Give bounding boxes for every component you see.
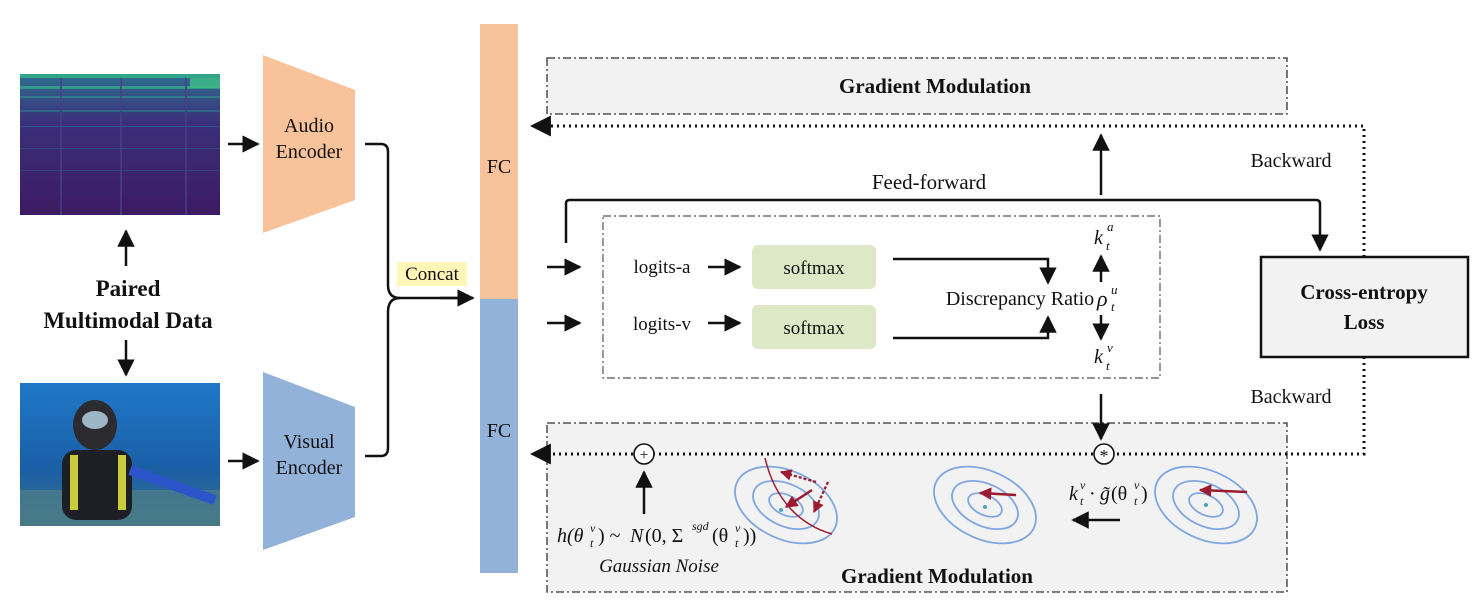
fc-audio-label: FC <box>487 156 511 178</box>
svg-text:)): )) <box>743 525 756 547</box>
logits-a-label: logits-a <box>634 257 692 278</box>
paired-data-title-line2: Multimodal Data <box>43 308 213 333</box>
svg-text:(0, Σ: (0, Σ <box>645 525 683 547</box>
svg-text:N: N <box>629 525 645 547</box>
paired-data-title-line1: Paired <box>96 276 161 301</box>
softmax-box-a <box>752 245 876 289</box>
backward-path-bottom-right <box>1116 357 1366 456</box>
audio-encoder-shape <box>263 55 355 233</box>
svg-text:(θ: (θ <box>1111 483 1127 505</box>
rho-symbol: ρ <box>1096 286 1108 311</box>
arrow-softmax-v-ratio <box>893 315 1057 340</box>
k-a-subscript: t <box>1106 238 1110 253</box>
contour-plot-left <box>734 457 838 545</box>
loss-label-line1: Cross-entropy <box>1300 280 1428 304</box>
softmax-a-label: softmax <box>783 258 845 279</box>
feed-forward-path <box>564 198 1329 252</box>
concat-highlight <box>397 262 467 286</box>
backward-path-top <box>529 115 1366 257</box>
rho-superscript: u <box>1111 282 1118 297</box>
svg-text:k: k <box>1069 483 1079 505</box>
gradient-modulation-bottom-label: Gradient Modulation <box>841 564 1033 588</box>
k-a-superscript: a <box>1107 219 1114 234</box>
backward-label-top: Backward <box>1250 150 1331 172</box>
fc-audio-block <box>480 24 518 299</box>
fc-visual-block <box>480 299 518 573</box>
svg-text:h(θ: h(θ <box>557 525 584 547</box>
visual-encoder-label-line2: Encoder <box>276 457 343 479</box>
gradient-modulation-top-label: Gradient Modulation <box>839 74 1031 98</box>
multiply-node <box>1093 443 1115 465</box>
k-v-superscript: v <box>1107 340 1113 355</box>
svg-text:) ~: ) ~ <box>598 525 621 547</box>
underwater-diver-image <box>20 383 220 526</box>
gradient-modulation-bottom-panel <box>546 422 1288 593</box>
svg-text:t: t <box>735 536 739 550</box>
visual-encoder-label-line1: Visual <box>283 431 334 453</box>
logits-v-label: logits-v <box>633 314 692 335</box>
k-a-symbol: k <box>1094 227 1104 249</box>
multiply-symbol: * <box>1100 446 1109 466</box>
fc-visual-label: FC <box>487 420 511 442</box>
audio-encoder-label-line2: Encoder <box>276 141 343 163</box>
audio-spectrogram-image <box>20 74 220 215</box>
cross-entropy-loss-box <box>1259 255 1470 359</box>
svg-text:g̃: g̃ <box>1100 483 1110 505</box>
feed-forward-label: Feed-forward <box>872 170 987 194</box>
svg-text:t: t <box>590 536 594 550</box>
svg-text:v: v <box>1080 478 1086 492</box>
audio-encoder-label-line1: Audio <box>284 115 334 137</box>
add-node <box>633 443 655 465</box>
discrepancy-ratio-label: Discrepancy Ratio <box>946 288 1094 310</box>
rho-subscript: t <box>1111 299 1115 314</box>
contour-plot-middle <box>933 465 1037 545</box>
softmax-v-label: softmax <box>783 318 845 339</box>
concat-label: Concat <box>405 264 460 285</box>
k-v-symbol: k <box>1094 346 1104 368</box>
arrow-softmax-a-ratio <box>893 257 1057 285</box>
svg-text:t: t <box>1134 494 1138 508</box>
loss-label-line2: Loss <box>1344 310 1385 334</box>
svg-text:): ) <box>1141 483 1148 505</box>
audio-to-concat-connector <box>365 142 470 300</box>
add-symbol: + <box>639 447 648 464</box>
gaussian-noise-label: Gaussian Noise <box>599 556 719 577</box>
svg-text:v: v <box>1134 478 1140 492</box>
scaled-gradient-formula: k v t · g̃ (θ v t ) <box>1069 478 1148 508</box>
discrepancy-panel <box>602 215 1161 379</box>
visual-to-concat-connector <box>365 296 401 458</box>
k-v-subscript: t <box>1106 358 1110 373</box>
svg-text:(θ: (θ <box>712 525 728 547</box>
svg-text:·: · <box>1089 483 1096 505</box>
svg-text:sgd: sgd <box>692 519 710 533</box>
svg-text:t: t <box>1080 494 1084 508</box>
softmax-box-v <box>752 305 876 349</box>
visual-encoder-shape <box>263 372 355 550</box>
noise-formula: h(θ v t ) ~ N (0, Σ sgd (θ v t )) <box>557 519 756 550</box>
svg-text:v: v <box>590 521 596 535</box>
contour-plot-right <box>1154 465 1258 545</box>
gradient-modulation-top-panel <box>546 57 1288 115</box>
backward-label-bottom: Backward <box>1250 386 1331 408</box>
svg-text:v: v <box>735 521 741 535</box>
